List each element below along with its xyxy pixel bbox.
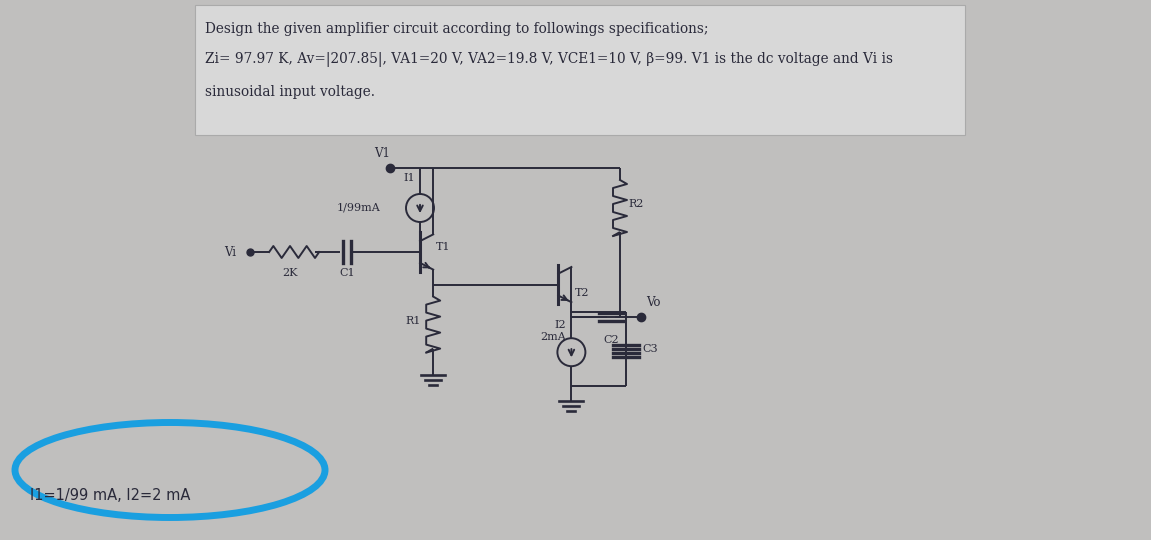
Text: 2mA: 2mA [541,332,566,342]
Text: C2: C2 [603,335,619,345]
Text: C1: C1 [340,268,355,278]
Text: T2: T2 [574,288,589,298]
Text: V1: V1 [374,147,390,160]
Text: I1=1/99 mA, I2=2 mA: I1=1/99 mA, I2=2 mA [30,488,190,503]
Text: Vo: Vo [647,296,661,309]
Text: I2: I2 [555,320,566,330]
Text: sinusoidal input voltage.: sinusoidal input voltage. [205,85,375,99]
Text: Design the given amplifier circuit according to followings specifications;: Design the given amplifier circuit accor… [205,22,709,36]
Text: I1: I1 [403,173,416,183]
Text: T1: T1 [436,242,451,252]
Text: Zi= 97.97 K, Av=|207.85|, VA1=20 V, VA2=19.8 V, VCE1=10 V, β=99. V1 is the dc vo: Zi= 97.97 K, Av=|207.85|, VA1=20 V, VA2=… [205,52,893,67]
Text: R2: R2 [628,199,643,209]
Text: R1: R1 [406,315,421,326]
Text: C3: C3 [642,344,658,354]
FancyBboxPatch shape [195,5,965,135]
Text: Vi: Vi [224,246,236,259]
Text: 2K: 2K [282,268,298,278]
Text: 1/99mA: 1/99mA [336,203,380,213]
